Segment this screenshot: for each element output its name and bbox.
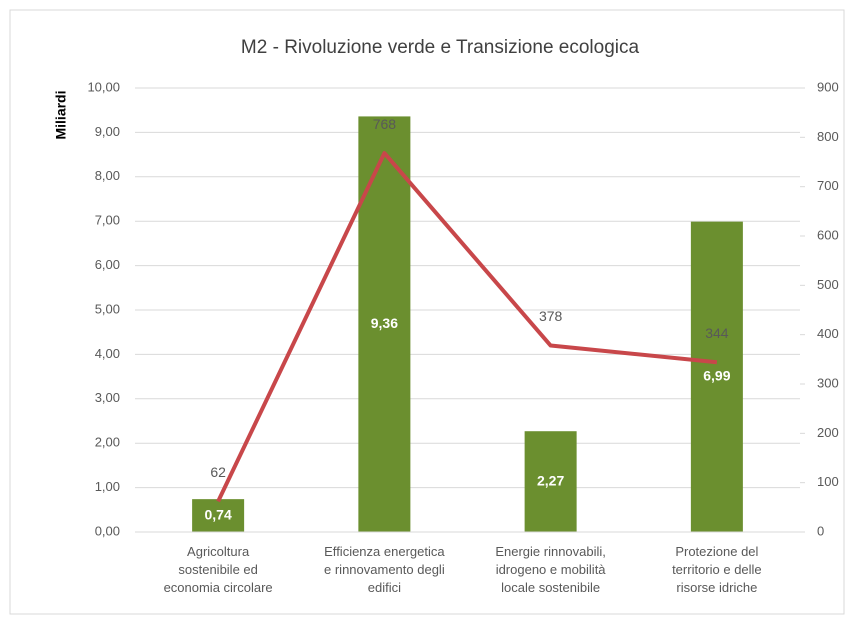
y2-tick-label: 400	[817, 326, 839, 341]
bar-value-label: 9,36	[371, 315, 398, 331]
bar	[690, 221, 743, 533]
x-tick-label: Protezione del territorio e delle risors…	[672, 544, 762, 595]
line-value-label: 768	[373, 116, 397, 132]
y-tick-label: 1,00	[95, 479, 120, 494]
bar	[524, 431, 577, 532]
line	[216, 151, 718, 503]
y-tick-label: 7,00	[95, 213, 120, 228]
y2-tick-label: 500	[817, 277, 839, 292]
y2-tick-label: 700	[817, 178, 839, 193]
y-tick-label: 8,00	[95, 168, 120, 183]
y-tick-label: 3,00	[95, 390, 120, 405]
bar-value-label: 0,74	[205, 506, 232, 522]
y2-tick-label: 200	[817, 425, 839, 440]
x-tick-label: Agricoltura sostenibile ed economia circ…	[163, 544, 273, 595]
y-tick-label: 9,00	[95, 124, 120, 139]
line-value-label: 378	[539, 308, 563, 324]
y2-tick-label: 900	[817, 79, 839, 94]
y-tick-label: 0,00	[95, 523, 120, 538]
y-tick-label: 6,00	[95, 257, 120, 272]
line-value-label: 62	[210, 464, 226, 480]
y2-tick-label: 300	[817, 375, 839, 390]
y-tick-label: 2,00	[95, 435, 120, 450]
y2-tick-label: 0	[817, 523, 824, 538]
x-tick-label: Energie rinnovabili, idrogeno e mobilità…	[495, 544, 606, 595]
y2-tick-label: 600	[817, 227, 839, 242]
bar	[192, 499, 245, 532]
y2-tick-label: 800	[817, 129, 839, 144]
chart-title: M2 - Rivoluzione verde e Transizione eco…	[241, 37, 640, 58]
y2-tick-label: 100	[817, 474, 839, 489]
bar-value-label: 6,99	[703, 368, 730, 384]
line-value-label: 344	[705, 325, 729, 341]
x-tick-label: Efficienza energetica e rinnovamento deg…	[324, 544, 445, 595]
y-tick-label: 10,00	[87, 79, 120, 94]
y-tick-label: 4,00	[95, 346, 120, 361]
bar-value-label: 2,27	[537, 472, 564, 488]
y-tick-label: 5,00	[95, 301, 120, 316]
y-axis-label: Miliardi	[53, 90, 69, 139]
